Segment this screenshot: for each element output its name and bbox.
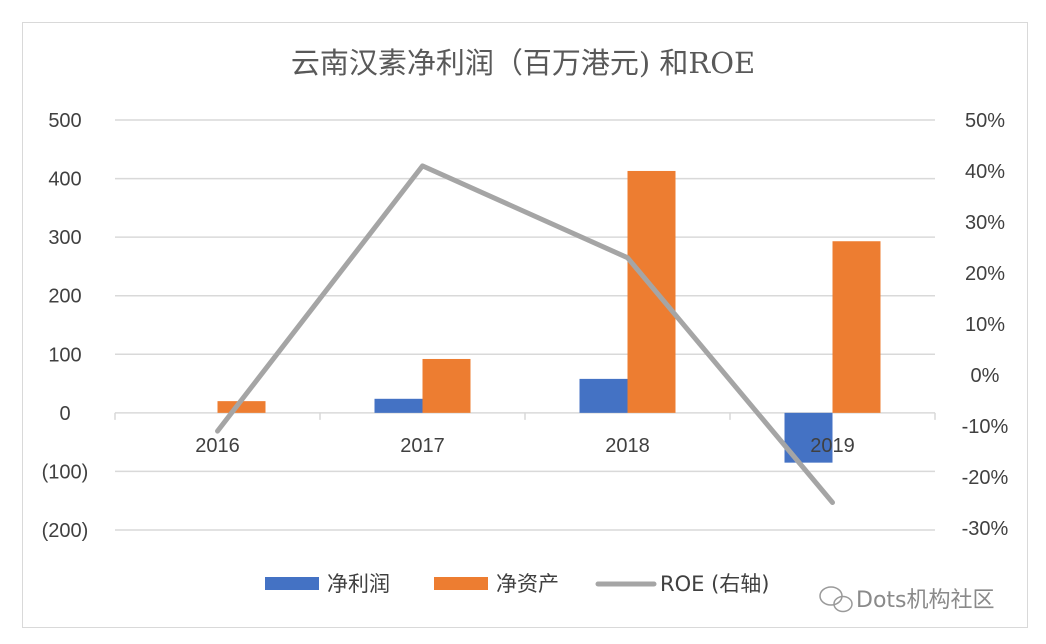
category-label: 2017 — [400, 435, 445, 457]
bar-净资产-2018 — [627, 170, 676, 413]
right-tick-label: 50% — [965, 110, 1005, 132]
right-tick-label: -30% — [962, 518, 1009, 540]
left-tick-label: 300 — [48, 227, 81, 249]
left-tick-label: (200) — [42, 520, 89, 542]
right-tick-label: 30% — [965, 212, 1005, 234]
right-tick-label: -10% — [962, 416, 1009, 438]
right-tick-label: -20% — [962, 467, 1009, 489]
left-tick-label: 100 — [48, 344, 81, 366]
category-label: 2019 — [810, 435, 855, 457]
category-label: 2018 — [605, 435, 650, 457]
roe-line — [215, 163, 835, 505]
left-tick-label: 500 — [48, 110, 81, 132]
legend-label: 净利润 — [327, 572, 390, 596]
legend: 净利润 净资产 ROE (右轴) — [265, 572, 769, 596]
legend-label: ROE (右轴) — [660, 572, 769, 596]
bar-净资产-2019 — [832, 241, 881, 413]
right-tick-label: 40% — [965, 161, 1005, 183]
right-tick-label: 20% — [965, 263, 1005, 285]
category-label: 2016 — [195, 435, 240, 457]
bar-净利润-2018 — [579, 378, 628, 413]
left-tick-label: 400 — [48, 169, 81, 191]
legend-label: 净资产 — [496, 572, 559, 596]
legend-swatch — [265, 577, 319, 590]
chart-frame — [22, 22, 1028, 628]
bar-净资产-2017 — [422, 358, 471, 413]
right-tick-label: 10% — [965, 314, 1005, 336]
legend-swatch — [434, 577, 488, 590]
wechat-icon — [819, 586, 853, 613]
bar-净资产-2016 — [217, 401, 266, 413]
left-tick-label: 0 — [59, 403, 70, 425]
left-tick-label: 200 — [48, 286, 81, 308]
left-tick-label: (100) — [42, 461, 89, 483]
bar-净利润-2017 — [374, 398, 423, 413]
watermark-text: Dots机构社区 — [856, 588, 995, 613]
watermark: Dots机构社区 — [819, 586, 995, 613]
chart-title: 云南汉素净利润（百万港元) 和ROE — [291, 46, 755, 80]
right-tick-label: 0% — [971, 365, 1000, 387]
